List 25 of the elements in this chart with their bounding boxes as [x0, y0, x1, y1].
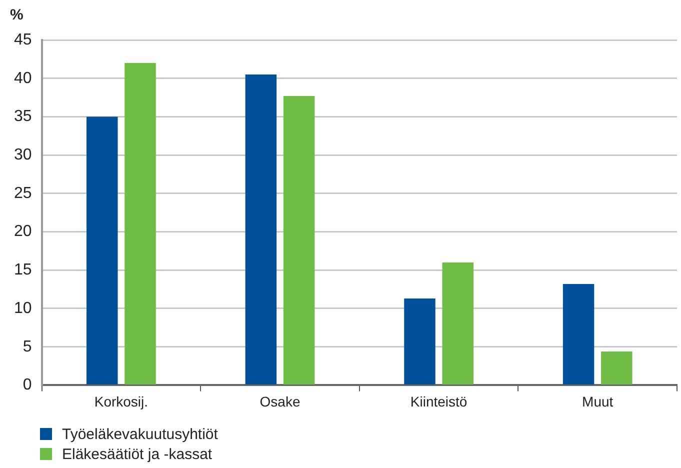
- y-tick-label: 25: [14, 184, 32, 202]
- x-tick-label: Muut: [582, 393, 614, 410]
- bar: [283, 96, 315, 384]
- y-axis-title: %: [10, 6, 24, 24]
- y-tick-label: 35: [14, 108, 32, 126]
- x-tick-label: Osake: [260, 393, 300, 410]
- x-tick-label: Kiinteistö: [410, 393, 468, 410]
- legend-label: Eläkesäätiöt ja -kassat: [62, 446, 212, 462]
- bar: [124, 63, 156, 384]
- y-tick-label: 20: [14, 223, 32, 240]
- y-tick-label: 0: [22, 376, 32, 394]
- y-tick-label: 30: [14, 146, 32, 164]
- bar: [562, 284, 594, 384]
- y-tick-label: 45: [14, 31, 32, 48]
- y-tick-label: 40: [14, 70, 32, 87]
- y-tick-label: 5: [22, 338, 32, 356]
- y-tick-label: 10: [14, 300, 32, 317]
- bar: [601, 351, 632, 384]
- legend-label: Työeläkevakuutusyhtiöt: [62, 426, 218, 442]
- bar: [245, 74, 277, 384]
- x-tick-label: Korkosij.: [94, 393, 148, 410]
- bar: [86, 116, 118, 384]
- y-tick-label: 15: [14, 262, 32, 279]
- bar: [404, 298, 436, 384]
- bar: [442, 262, 474, 384]
